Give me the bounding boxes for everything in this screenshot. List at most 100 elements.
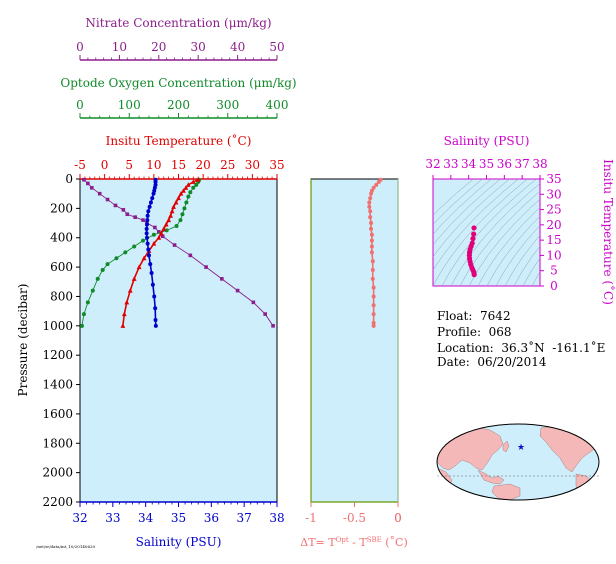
ts-y-tick-label: 35 [546,172,561,186]
ts-point [470,236,476,242]
delta-t-point [367,204,372,209]
map-southeast-asia [477,469,505,485]
nitrate-point [86,181,90,186]
temperature-axis-label: Insitu Temperature (˚C) [106,133,252,148]
temperature-point [169,208,175,214]
salinity-point [146,209,151,214]
oxygen-point [123,250,128,255]
ts-y-tick-label: 25 [546,203,561,217]
footnote: /net/sr/data/int_10/20140620 [36,544,96,549]
nitrate-point [125,212,130,217]
oxygen-tick-label: 100 [118,98,141,112]
nitrate-tick-label: 50 [269,40,284,54]
delta-t-point [374,182,379,187]
ts-y-axis-label: Insitu Temperature (˚C) [601,159,616,305]
temperature-point [151,241,157,246]
salinity-point [152,294,157,299]
delta-t-point [371,312,376,317]
ts-point [471,225,477,231]
nitrate-tick-label: 40 [230,40,245,54]
map-japan [502,440,510,453]
ts-x-tick-label: 36 [497,157,512,171]
nitrate-point [82,177,86,182]
delta-t-point [368,196,373,201]
oxygen-point [186,194,191,199]
delta-t-point [371,294,376,299]
ts-x-tick-label: 35 [479,157,494,171]
temperature-tick-label: 10 [146,158,161,172]
nitrate-axis-label: Nitrate Concentration (μm/kg) [85,16,271,30]
temperature-axis: -5 0 5 10 15 20 25 30 35 Insitu Temperature (˚C) [74,133,285,180]
oxygen-point [174,223,179,228]
ts-y-tick-label: 30 [546,187,561,201]
temperature-point [176,195,181,201]
float-location: Location: 36.3˚N -161.1˚E [437,341,606,355]
salinity-tick-label: 38 [269,511,284,525]
temperature-tick-label: -5 [74,158,86,172]
isopycnal-line [433,179,528,286]
temperature-point [171,204,176,209]
salinity-tick-label: 36 [204,511,219,525]
float-id: Float: 7642 [437,309,511,323]
ts-series [466,225,477,278]
ts-isopycnal-lines [433,179,540,286]
temperature-point [190,179,196,184]
delta-t-axis-label: ΔT= TOpt - TSBE (˚C) [300,536,408,549]
delta-t-point [369,232,374,237]
oxygen-point [141,238,146,243]
delta-t-point [370,259,375,264]
delta-t-point [370,276,375,281]
salinity-point [148,200,153,205]
ts-x-tick-label: 32 [425,157,440,171]
salinity-axis: 32 33 34 35 36 37 38 Salinity (PSU) [72,501,285,549]
nitrate-point [271,324,275,328]
ts-y-tick-label: 0 [550,279,558,293]
map-outline [436,423,600,501]
ts-point [471,272,477,278]
salinity-point [148,262,153,267]
temperature-tick-label: 30 [245,158,260,172]
ts-point [471,231,477,237]
nitrate-point [97,191,102,196]
pressure-tick-label: 2000 [42,466,73,480]
salinity-point [149,270,154,275]
salinity-point [147,204,152,209]
nitrate-tick-label: 20 [151,40,166,54]
delta-t-point [376,179,381,184]
ts-x-tick-label: 37 [515,157,530,171]
temperature-point [183,185,189,190]
nitrate-tick-label: 30 [191,40,206,54]
pressure-axis-label: Pressure (decibar) [16,284,30,397]
isopycnal-line [468,198,540,286]
nitrate-point [172,243,177,247]
isopycnal-line [433,179,510,258]
ts-title: Salinity (PSU) [444,134,530,148]
pressure-tick-label: 1600 [42,407,73,421]
ts-y-tick-label: 10 [546,248,561,262]
pressure-tick-label: 1400 [42,378,73,392]
pressure-tick-label: 400 [50,231,73,245]
oxygen-point [188,190,193,195]
ts-x-tick-label: 34 [461,157,477,171]
oxygen-point [178,218,183,223]
ts-x-tick-label: 33 [443,157,458,171]
temperature-point [141,255,147,261]
pressure-tick-label: 800 [50,289,73,303]
temperature-point [127,287,133,293]
oxygen-axis: 0 100 200 300 400 Optode Oxygen Concentration… [60,76,297,119]
isopycnal-line [450,183,540,286]
temperature-point [166,217,172,223]
nitrate-point [220,277,224,281]
ts-y-tick-label: 15 [546,233,561,247]
salinity-point [153,179,158,184]
salinity-axis-label: Salinity (PSU) [136,535,222,549]
oxygen-tick-label: 300 [216,98,239,112]
nitrate-point [90,186,94,190]
delta-t-point [369,244,374,249]
temperature-point [185,182,191,187]
delta-t-point [371,323,376,328]
